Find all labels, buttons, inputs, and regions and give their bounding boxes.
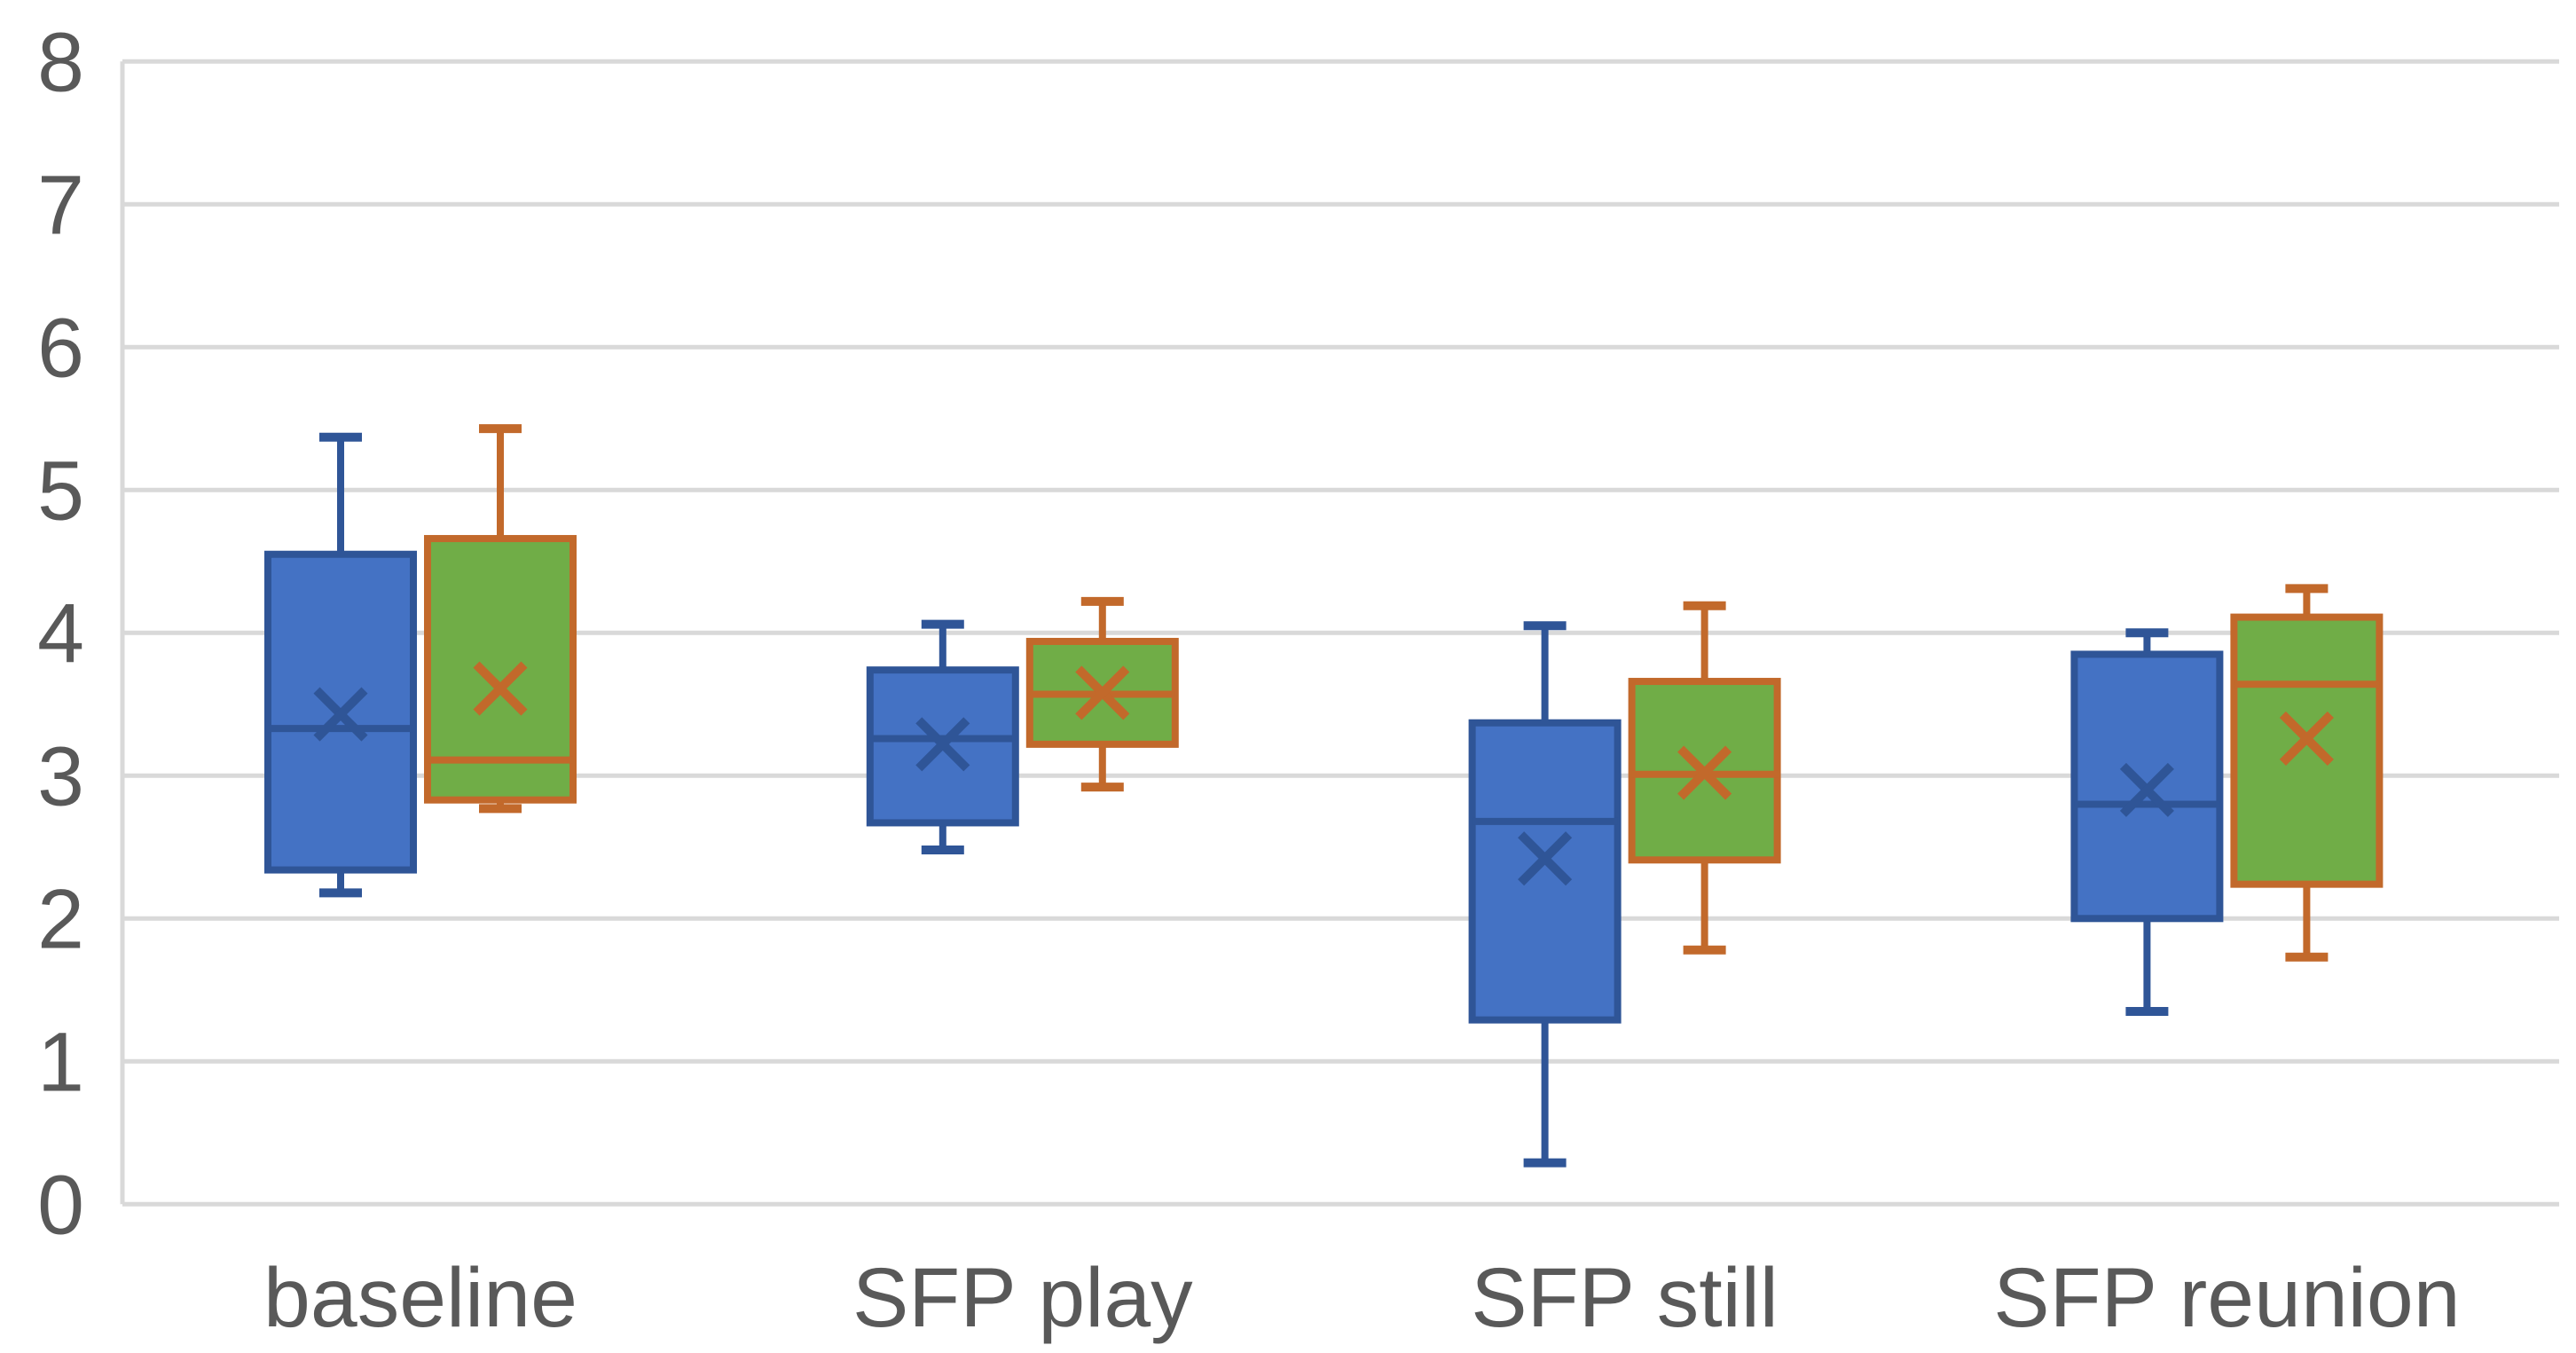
y-tick-label: 0 [37, 1159, 84, 1253]
y-tick-label: 3 [37, 730, 84, 824]
mean-x-marker-blue-series-baseline [313, 687, 368, 742]
mean-x-marker-green-series-sfp-play [1075, 665, 1130, 720]
box-green-series-sfp-reunion [2230, 613, 2384, 888]
mean-x-marker-green-series-baseline [473, 661, 528, 716]
mean-x-marker-green-series-sfp-reunion [2279, 711, 2334, 766]
y-tick-label: 1 [37, 1016, 84, 1110]
x-category-label: SFP still [1471, 1251, 1779, 1345]
mean-x-marker-green-series-sfp-still [1677, 745, 1732, 800]
x-category-label: SFP reunion [1993, 1251, 2460, 1345]
y-tick-label: 2 [37, 873, 84, 967]
x-category-label: baseline [263, 1251, 577, 1345]
box-green-series-baseline [424, 535, 577, 804]
y-tick-label: 7 [37, 159, 84, 253]
y-tick-label: 4 [37, 587, 84, 681]
mean-x-marker-blue-series-sfp-reunion [2119, 762, 2174, 817]
x-category-label: SFP play [852, 1251, 1193, 1345]
mean-x-marker-blue-series-sfp-still [1518, 831, 1573, 886]
y-tick-label: 5 [37, 444, 84, 539]
box-blue-series-sfp-still [1468, 719, 1622, 1024]
y-tick-label: 8 [37, 16, 84, 110]
mean-x-marker-blue-series-sfp-play [915, 717, 970, 772]
y-tick-label: 6 [37, 302, 84, 396]
